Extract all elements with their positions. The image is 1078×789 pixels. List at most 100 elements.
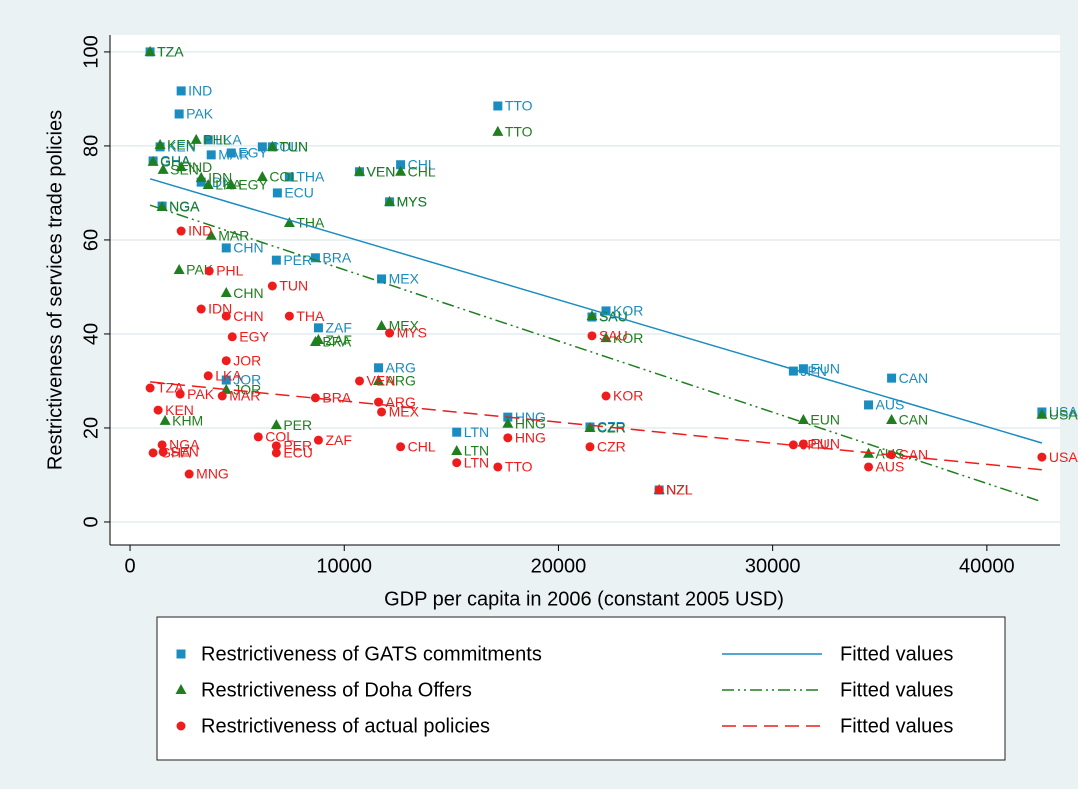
point bbox=[355, 376, 365, 386]
point-label: VEN bbox=[367, 163, 396, 179]
point bbox=[253, 432, 263, 442]
point-label: MAR bbox=[218, 227, 249, 243]
point-label: IND bbox=[188, 223, 212, 239]
point bbox=[154, 138, 166, 149]
x-tick-label: 0 bbox=[124, 555, 135, 577]
point-label: BRA bbox=[322, 334, 351, 350]
y-tick-label: 100 bbox=[80, 35, 102, 68]
point bbox=[354, 165, 366, 176]
point bbox=[377, 407, 387, 417]
point bbox=[175, 161, 187, 172]
x-tick-label: 10000 bbox=[316, 555, 372, 577]
point-label: CHN bbox=[233, 285, 263, 301]
point bbox=[145, 383, 155, 393]
point bbox=[385, 328, 395, 338]
point bbox=[887, 373, 897, 383]
point bbox=[159, 414, 171, 425]
point bbox=[190, 133, 202, 144]
point-label: KOR bbox=[613, 303, 643, 319]
point bbox=[864, 462, 874, 472]
point-label: ZAF bbox=[325, 320, 351, 336]
point-label: TUN bbox=[279, 278, 308, 294]
point bbox=[227, 332, 237, 342]
point-label: LTN bbox=[464, 454, 489, 470]
point-label: COL bbox=[265, 429, 294, 445]
point bbox=[313, 323, 323, 333]
point-label: TZA bbox=[157, 44, 184, 60]
point-label: CHL bbox=[408, 438, 436, 454]
point bbox=[148, 448, 158, 458]
point bbox=[176, 226, 186, 236]
point-label: CAN bbox=[899, 412, 929, 428]
point-label: JOR bbox=[233, 382, 261, 398]
point-label: NZL bbox=[666, 482, 693, 498]
point bbox=[283, 217, 295, 228]
point bbox=[586, 310, 598, 321]
point bbox=[395, 165, 407, 176]
point bbox=[396, 442, 406, 452]
point bbox=[272, 188, 282, 198]
point-label: THA bbox=[296, 169, 325, 185]
point bbox=[798, 364, 808, 374]
point-label: MEX bbox=[389, 318, 420, 334]
point bbox=[257, 142, 267, 152]
point-label: EUN bbox=[810, 360, 840, 376]
point bbox=[220, 287, 232, 298]
point bbox=[202, 178, 214, 189]
point bbox=[173, 264, 185, 275]
point bbox=[270, 419, 282, 430]
point-label: BRA bbox=[322, 390, 351, 406]
point bbox=[377, 274, 387, 284]
point-label: HNG bbox=[515, 430, 546, 446]
legend-marker bbox=[175, 684, 187, 694]
point-label: ARG bbox=[386, 359, 416, 375]
point bbox=[1037, 452, 1047, 462]
x-tick-label: 40000 bbox=[959, 555, 1015, 577]
point bbox=[788, 440, 798, 450]
point-label: CHN bbox=[233, 240, 263, 256]
point bbox=[203, 371, 213, 381]
point bbox=[396, 160, 406, 170]
point bbox=[797, 413, 809, 424]
point-label: GHA bbox=[160, 153, 191, 169]
point-label: MNG bbox=[196, 466, 229, 482]
point-label: THA bbox=[296, 215, 325, 231]
point-label: VEN bbox=[367, 373, 396, 389]
point bbox=[144, 45, 156, 56]
point-label: CHL bbox=[408, 156, 436, 172]
point bbox=[373, 374, 385, 385]
point bbox=[271, 255, 281, 265]
point bbox=[384, 195, 396, 206]
point bbox=[226, 148, 236, 158]
point-label: KHM bbox=[172, 413, 203, 429]
point-label: TUN bbox=[279, 139, 308, 155]
point bbox=[452, 427, 462, 437]
point bbox=[601, 391, 611, 401]
point-label: TTO bbox=[505, 124, 533, 140]
point bbox=[502, 417, 514, 428]
point bbox=[174, 109, 184, 119]
point-label: MEX bbox=[389, 271, 420, 287]
point-label: USA bbox=[1049, 404, 1078, 420]
point-label: MYS bbox=[397, 194, 427, 210]
point bbox=[196, 304, 206, 314]
point bbox=[203, 135, 213, 145]
point-label: KEN bbox=[165, 402, 194, 418]
point-label: AUS bbox=[876, 397, 905, 413]
point bbox=[225, 178, 237, 189]
legend-marker bbox=[176, 649, 186, 659]
point-label: IND bbox=[188, 159, 212, 175]
point bbox=[221, 356, 231, 366]
point-label: KOR bbox=[613, 330, 643, 346]
point-label: CHN bbox=[233, 308, 263, 324]
point-label: ECU bbox=[284, 185, 314, 201]
point-label: CAN bbox=[899, 370, 929, 386]
plot-area bbox=[110, 35, 1060, 545]
point-label: COL bbox=[269, 169, 298, 185]
legend-label: Restrictiveness of Doha Offers bbox=[201, 679, 472, 701]
point-label: ZAF bbox=[325, 432, 351, 448]
point bbox=[600, 332, 612, 343]
point bbox=[266, 140, 278, 151]
point-label: EUN bbox=[810, 436, 840, 452]
point-label: NGA bbox=[169, 198, 200, 214]
